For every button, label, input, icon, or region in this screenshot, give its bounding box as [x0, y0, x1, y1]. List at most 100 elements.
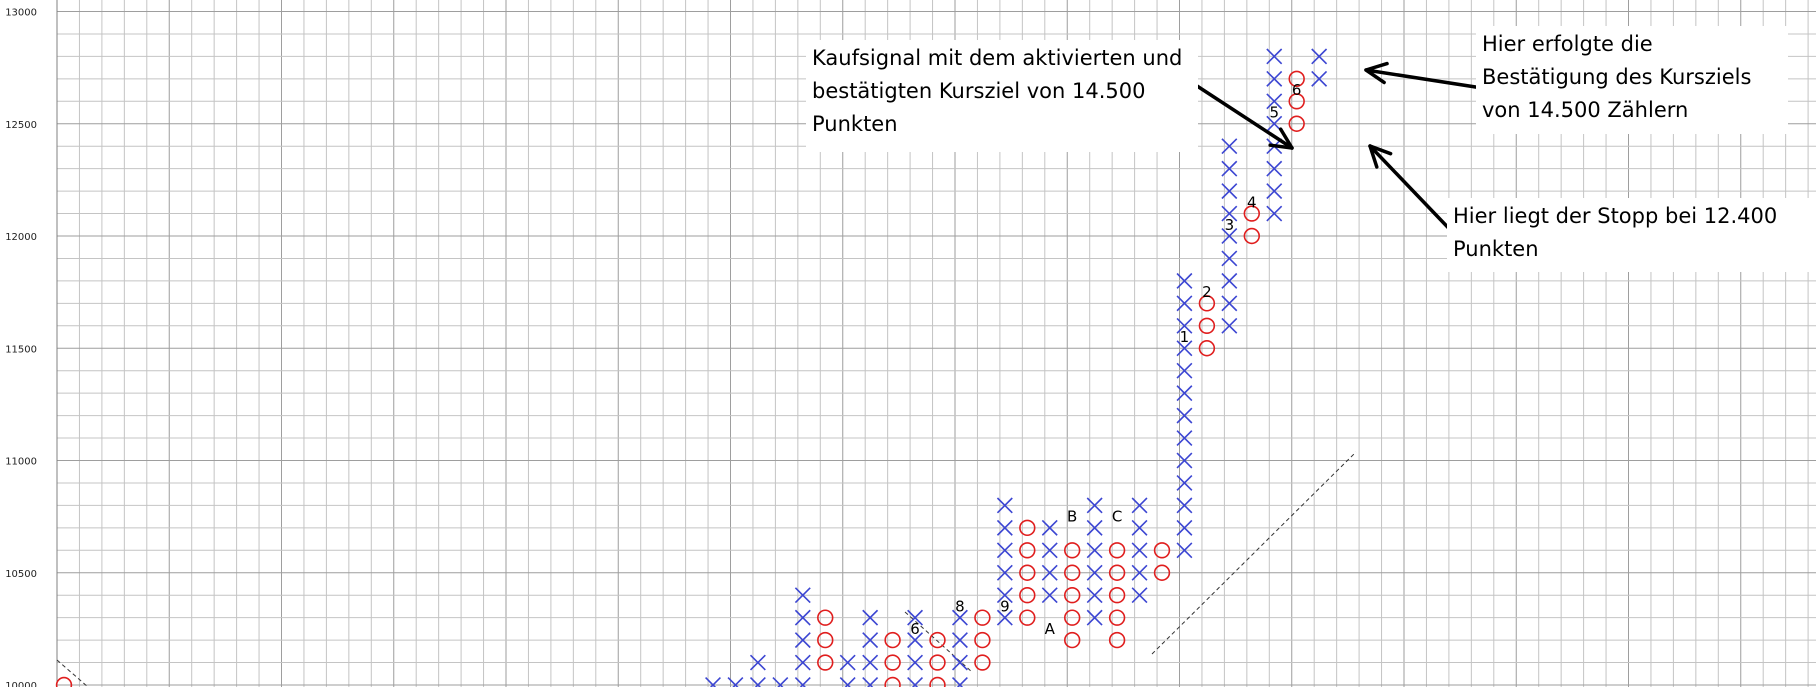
x-box — [1086, 609, 1103, 626]
month-marker: C — [1112, 508, 1122, 526]
x-box — [794, 609, 811, 626]
y-tick-label: 10000 — [5, 681, 37, 687]
x-box — [1131, 542, 1148, 559]
x-box — [1176, 474, 1193, 491]
o-box — [1153, 542, 1171, 559]
y-axis: 10000 10500 11000 11500 12000 12500 13000 — [5, 8, 37, 687]
x-box — [1176, 542, 1193, 559]
x-box — [951, 654, 968, 671]
month-marker: 1 — [1180, 328, 1190, 346]
x-box — [794, 677, 811, 687]
trend-line — [904, 611, 973, 673]
annotation-arrow — [1368, 144, 1462, 242]
o-box — [1108, 631, 1126, 649]
x-box — [1041, 587, 1058, 604]
o-box — [1063, 542, 1081, 559]
o-box — [1019, 609, 1036, 626]
o-box — [55, 676, 73, 687]
o-box — [1108, 586, 1126, 604]
x-box — [1041, 564, 1058, 581]
x-box — [705, 677, 721, 687]
month-marker: 2 — [1202, 283, 1212, 301]
o-box — [1019, 519, 1036, 537]
x-box — [1176, 340, 1193, 357]
x-box — [772, 677, 789, 687]
month-marker: 6 — [910, 620, 920, 638]
month-marker: 6 — [1292, 81, 1302, 99]
annotation-target-confirmation: Hier erfolgte die Bestätigung des Kurszi… — [1476, 26, 1788, 134]
trend-lines — [56, 451, 1357, 687]
o-box — [884, 631, 901, 649]
x-box — [1311, 48, 1328, 65]
x-box — [951, 677, 968, 687]
month-marker: 4 — [1247, 193, 1257, 211]
x-box — [1131, 587, 1148, 604]
x-box — [996, 587, 1013, 604]
x-box — [996, 542, 1013, 559]
month-marker: B — [1067, 508, 1077, 526]
x-box — [1086, 542, 1103, 559]
x-box — [1131, 564, 1148, 581]
x-box — [1266, 160, 1283, 177]
x-box — [1041, 542, 1058, 559]
x-box — [1176, 317, 1193, 334]
x-box — [727, 677, 744, 687]
x-box — [1086, 519, 1103, 536]
x-box — [996, 519, 1013, 536]
y-tick-label: 10500 — [5, 569, 37, 580]
arrows — [1192, 61, 1484, 242]
x-box — [1266, 183, 1283, 200]
o-box — [1153, 564, 1171, 581]
x-box — [951, 609, 968, 626]
x-box — [1221, 317, 1238, 334]
x-box — [907, 654, 924, 671]
x-box — [1266, 70, 1283, 87]
o-box — [1198, 340, 1216, 357]
x-box — [1221, 295, 1238, 312]
x-box — [1311, 70, 1328, 87]
x-box — [839, 654, 856, 671]
x-box — [1221, 272, 1238, 289]
x-box — [1221, 250, 1238, 267]
o-box — [1063, 564, 1081, 581]
o-box — [1243, 227, 1261, 245]
x-box — [1221, 138, 1238, 155]
o-box — [1198, 295, 1216, 312]
o-box — [929, 654, 946, 671]
x-box — [1176, 519, 1193, 536]
month-marker: 5 — [1269, 104, 1279, 122]
x-box — [1176, 272, 1193, 289]
annotation-stop: Hier liegt der Stopp bei 12.400 Punkten — [1447, 198, 1816, 272]
month-marker: 9 — [1000, 597, 1010, 615]
x-box — [1221, 205, 1238, 222]
x-box — [1086, 587, 1103, 604]
o-box — [1243, 205, 1261, 222]
o-box — [817, 631, 834, 649]
y-tick-label: 12000 — [5, 232, 37, 243]
o-box — [1108, 542, 1126, 559]
o-box — [1019, 564, 1036, 581]
x-box — [996, 564, 1013, 581]
o-box — [1108, 609, 1126, 626]
o-box — [974, 654, 991, 671]
o-box — [884, 654, 901, 671]
trend-line — [1151, 451, 1357, 655]
o-box — [974, 609, 991, 626]
annotation-arrow — [1192, 82, 1294, 150]
x-box — [862, 677, 879, 687]
month-marker: 8 — [955, 597, 965, 615]
y-tick-label: 11000 — [5, 457, 37, 468]
x-box — [862, 609, 879, 626]
o-box — [1288, 70, 1305, 88]
x-box — [1221, 183, 1238, 200]
x-box — [1221, 228, 1238, 244]
x-box — [1176, 430, 1193, 447]
x-box — [749, 677, 766, 687]
x-box — [1176, 385, 1193, 402]
x-box — [1086, 497, 1103, 514]
o-box — [1063, 631, 1081, 649]
y-tick-label: 13000 — [5, 8, 37, 19]
x-box — [1266, 48, 1283, 65]
chart-marks — [55, 48, 1328, 687]
o-box — [929, 676, 946, 687]
